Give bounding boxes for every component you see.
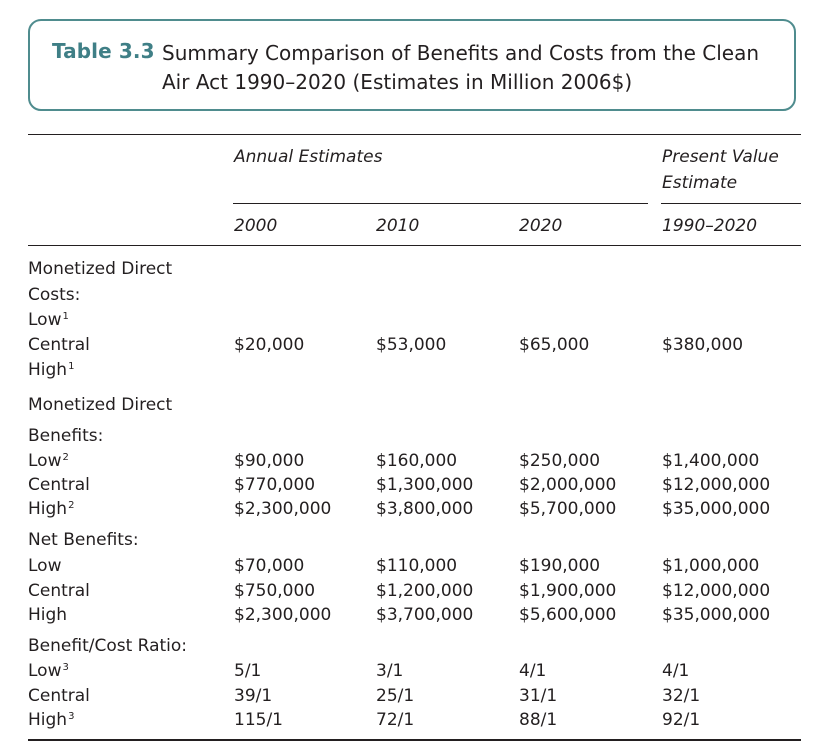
benefits-high-2020: $5,700,000 (519, 499, 617, 519)
benefits-high-pv: $35,000,000 (662, 499, 771, 519)
annual-estimates-header: Annual Estimates (234, 147, 383, 167)
net-low-2000: $70,000 (234, 556, 305, 576)
ratio-central-pv: 32/1 (662, 686, 701, 706)
benefits-low-2010: $160,000 (376, 451, 458, 471)
net-low-pv: $1,000,000 (662, 556, 760, 576)
net-low-2010: $110,000 (376, 556, 458, 576)
benefits-central-label: Central (28, 475, 90, 495)
costs-central-pv: $380,000 (662, 335, 744, 355)
benefits-low-2000: $90,000 (234, 451, 305, 471)
net-high-label: High (28, 605, 68, 625)
net-central-2020: $1,900,000 (519, 581, 617, 601)
net-low-label: Low (28, 556, 62, 576)
footnote-marker: 3 (62, 662, 69, 673)
net-central-pv: $12,000,000 (662, 581, 771, 601)
footnote-marker: 2 (62, 452, 69, 463)
ratio-low-2010: 3/1 (376, 661, 404, 681)
year-2020-header: 2020 (519, 216, 563, 236)
benefits-central-2020: $2,000,000 (519, 475, 617, 495)
costs-heading-line2: Costs: (28, 285, 81, 305)
table-caption: Table 3.3 Summary Comparison of Benefits… (28, 19, 796, 111)
costs-central-label: Central (28, 335, 90, 355)
benefits-central-2010: $1,300,000 (376, 475, 474, 495)
costs-central-2020: $65,000 (519, 335, 590, 355)
benefits-heading-line1: Monetized Direct (28, 395, 173, 415)
net-high-pv: $35,000,000 (662, 605, 771, 625)
costs-heading-line1: Monetized Direct (28, 259, 173, 279)
ratio-low-2020: 4/1 (519, 661, 547, 681)
ratio-high-pv: 92/1 (662, 710, 701, 730)
net-low-2020: $190,000 (519, 556, 601, 576)
footnote-marker: 1 (68, 361, 75, 372)
ratio-central-2010: 25/1 (376, 686, 415, 706)
net-central-label: Central (28, 581, 90, 601)
ratio-central-2000: 39/1 (234, 686, 273, 706)
year-2010-header: 2010 (376, 216, 420, 236)
benefits-low-2020: $250,000 (519, 451, 601, 471)
benefits-central-pv: $12,000,000 (662, 475, 771, 495)
ratio-low-pv: 4/1 (662, 661, 690, 681)
net-high-2020: $5,600,000 (519, 605, 617, 625)
net-high-2010: $3,700,000 (376, 605, 474, 625)
net-heading: Net Benefits: (28, 530, 139, 550)
costs-central-2000: $20,000 (234, 335, 305, 355)
ratio-high-2010: 72/1 (376, 710, 415, 730)
ratio-high-2020: 88/1 (519, 710, 558, 730)
table-title: Summary Comparison of Benefits and Costs… (162, 41, 760, 94)
ratio-central-label: Central (28, 686, 90, 706)
present-value-header-line2: Estimate (662, 173, 738, 193)
costs-high-label: High1 (28, 360, 75, 380)
costs-central-2010: $53,000 (376, 335, 447, 355)
annual-subheader-rule (233, 203, 648, 204)
ratio-central-2020: 31/1 (519, 686, 558, 706)
ratio-high-2000: 115/1 (234, 710, 283, 730)
costs-low-label: Low1 (28, 310, 69, 330)
ratio-low-label: Low3 (28, 661, 69, 681)
present-value-header-line1: Present Value (662, 147, 779, 167)
ratio-low-2000: 5/1 (234, 661, 262, 681)
present-value-subheader-rule (661, 203, 801, 204)
benefits-heading-line2: Benefits: (28, 426, 104, 446)
benefits-central-2000: $770,000 (234, 475, 316, 495)
bottom-rule (28, 739, 801, 741)
ratio-high-label: High3 (28, 710, 75, 730)
net-central-2000: $750,000 (234, 581, 316, 601)
years-1990-2020-header: 1990–2020 (662, 216, 758, 236)
benefits-low-pv: $1,400,000 (662, 451, 760, 471)
benefits-high-label: High2 (28, 499, 75, 519)
table-number: Table 3.3 (52, 39, 155, 63)
benefits-high-2010: $3,800,000 (376, 499, 474, 519)
footnote-marker: 1 (62, 311, 69, 322)
footnote-marker: 2 (68, 500, 75, 511)
top-rule (28, 134, 801, 135)
net-high-2000: $2,300,000 (234, 605, 332, 625)
benefits-low-label: Low2 (28, 451, 69, 471)
header-bottom-rule (28, 245, 801, 246)
footnote-marker: 3 (68, 711, 75, 722)
benefits-high-2000: $2,300,000 (234, 499, 332, 519)
net-central-2010: $1,200,000 (376, 581, 474, 601)
year-2000-header: 2000 (234, 216, 278, 236)
ratio-heading: Benefit/Cost Ratio: (28, 636, 188, 656)
